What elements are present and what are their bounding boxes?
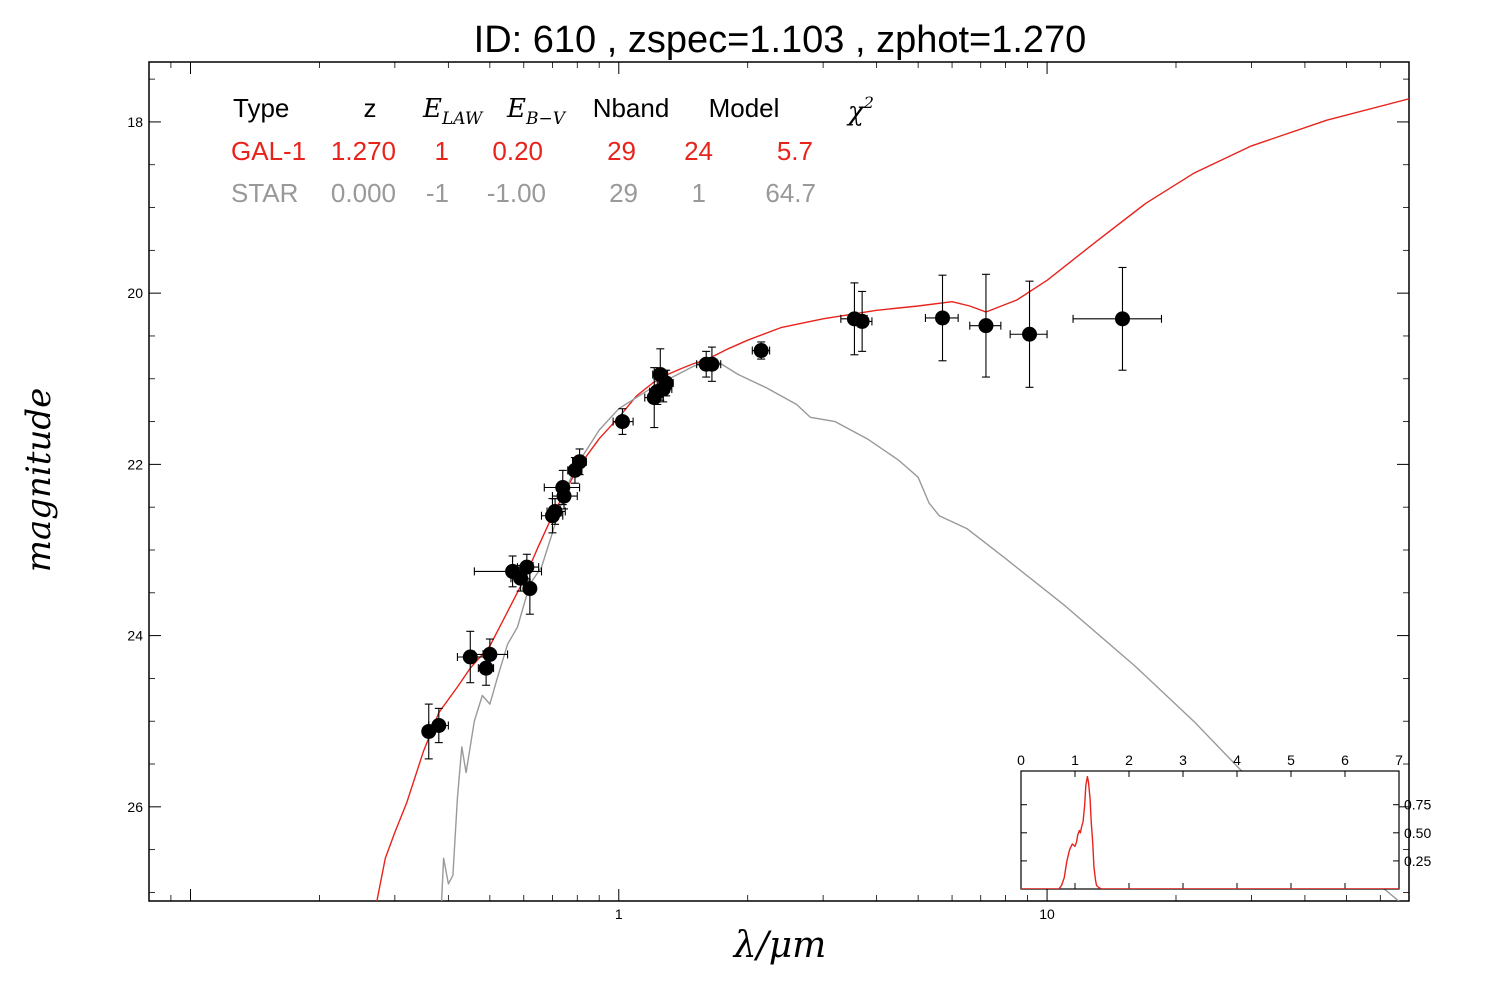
legend-row-star: STAR 0.000 -1 -1.00 29 1 64.7 bbox=[231, 178, 816, 208]
photometry-point bbox=[551, 482, 578, 510]
data-marker bbox=[522, 581, 538, 597]
photometry-point bbox=[546, 498, 566, 525]
plot-frame bbox=[148, 61, 1410, 902]
data-marker bbox=[658, 375, 674, 391]
legend-header-z: z bbox=[364, 93, 377, 123]
x-tick-label: 10 bbox=[1039, 906, 1055, 922]
legend-star-type: STAR bbox=[231, 178, 298, 208]
y-tick-label: 24 bbox=[127, 628, 143, 644]
photometry-point bbox=[456, 630, 487, 684]
inset-pdf-line bbox=[1021, 775, 1399, 889]
photometry-point bbox=[522, 562, 538, 615]
photometry-point bbox=[851, 290, 873, 352]
legend-header-ebv: EB−V bbox=[506, 94, 567, 129]
photometry-point bbox=[1009, 280, 1048, 388]
inset-y-tick-label: 0.25 bbox=[1404, 853, 1431, 869]
legend-header-row: Type z ELAW EB−V Nband Model χ2 bbox=[233, 93, 874, 129]
data-marker bbox=[978, 318, 994, 334]
inset-y-tick-label: 0.75 bbox=[1404, 797, 1431, 813]
y-tick-label: 20 bbox=[127, 285, 143, 301]
y-tick-label: 18 bbox=[127, 114, 143, 130]
inset-x-tick-label: 6 bbox=[1341, 752, 1349, 768]
legend-gal-ebv: 0.20 bbox=[492, 136, 543, 166]
legend-star-z: 0.000 bbox=[331, 178, 396, 208]
data-marker bbox=[556, 488, 572, 504]
inset-x-tick-label: 7 bbox=[1395, 752, 1403, 768]
data-marker bbox=[854, 313, 870, 329]
photometry-point bbox=[658, 369, 674, 397]
legend-gal-model: 24 bbox=[684, 136, 713, 166]
data-marker bbox=[704, 356, 720, 372]
galaxy-model-line bbox=[376, 98, 1409, 901]
legend-star-elaw: -1 bbox=[426, 178, 449, 208]
photometry-point bbox=[612, 408, 634, 435]
data-marker bbox=[519, 559, 535, 575]
y-tick-label: 26 bbox=[127, 799, 143, 815]
photometry-point bbox=[703, 346, 722, 382]
x-axis-label: λ/μm bbox=[732, 925, 826, 966]
legend-header-elaw: ELAW bbox=[422, 94, 484, 129]
data-marker bbox=[572, 454, 588, 470]
photometry-point bbox=[751, 341, 771, 360]
data-marker bbox=[462, 649, 478, 665]
legend-star-chi2: 64.7 bbox=[765, 178, 816, 208]
x-tick-label: 1 bbox=[615, 906, 623, 922]
legend-header-nband: Nband bbox=[593, 93, 670, 123]
photometry-points bbox=[421, 266, 1163, 760]
legend-gal-chi2: 5.7 bbox=[777, 136, 813, 166]
legend-header-type: Type bbox=[233, 93, 289, 123]
inset-x-tick-label: 2 bbox=[1125, 752, 1133, 768]
data-marker bbox=[614, 414, 630, 430]
inset-x-tick-label: 0 bbox=[1017, 752, 1025, 768]
data-marker bbox=[482, 646, 498, 662]
data-marker bbox=[1022, 326, 1038, 342]
inset-x-tick-label: 3 bbox=[1179, 752, 1187, 768]
photometry-point bbox=[572, 448, 588, 476]
data-marker bbox=[513, 570, 529, 586]
redshift-pdf-line bbox=[1021, 775, 1399, 889]
legend-star-model: 1 bbox=[692, 178, 706, 208]
legend-star-ebv: -1.00 bbox=[487, 178, 546, 208]
legend-header-model: Model bbox=[709, 93, 780, 123]
legend-star-nband: 29 bbox=[609, 178, 638, 208]
photometry-point bbox=[924, 274, 959, 362]
inset-y-tick-label: 0.50 bbox=[1404, 825, 1431, 841]
inset-frame bbox=[1020, 770, 1400, 890]
chart-title: ID: 610 , zspec=1.103 , zphot=1.270 bbox=[474, 19, 1087, 61]
data-marker bbox=[478, 660, 494, 676]
inset-x-tick-label: 1 bbox=[1071, 752, 1079, 768]
inset-tick-labels: 0 1 2 3 4 5 6 7 0.25 0.50 0.75 bbox=[1017, 752, 1431, 869]
photometry-point bbox=[473, 638, 509, 671]
legend-row-galaxy: GAL-1 1.270 1 0.20 29 24 5.7 bbox=[231, 136, 813, 166]
data-marker bbox=[935, 310, 951, 326]
fit-legend-table: Type z ELAW EB−V Nband Model χ2 GAL-1 1.… bbox=[231, 93, 874, 208]
y-tick-label: 22 bbox=[127, 456, 143, 472]
data-marker bbox=[1114, 311, 1130, 327]
legend-gal-elaw: 1 bbox=[435, 136, 449, 166]
photometry-point bbox=[969, 273, 1002, 378]
inset-ticks bbox=[1020, 771, 1400, 889]
legend-gal-z: 1.270 bbox=[331, 136, 396, 166]
photometry-point bbox=[1072, 266, 1163, 371]
legend-gal-type: GAL-1 bbox=[231, 136, 306, 166]
legend-gal-nband: 29 bbox=[607, 136, 636, 166]
legend-header-chi2: χ2 bbox=[846, 93, 874, 127]
y-axis-label: magnitude bbox=[19, 388, 59, 573]
data-marker bbox=[431, 717, 447, 733]
inset-x-tick-label: 4 bbox=[1233, 752, 1241, 768]
data-marker bbox=[547, 503, 563, 519]
photometry-point bbox=[428, 707, 449, 744]
inset-x-tick-label: 5 bbox=[1287, 752, 1295, 768]
redshift-pdf-inset: 0 1 2 3 4 5 6 7 0.25 0.50 0.75 bbox=[1017, 752, 1431, 890]
data-marker bbox=[753, 343, 769, 359]
